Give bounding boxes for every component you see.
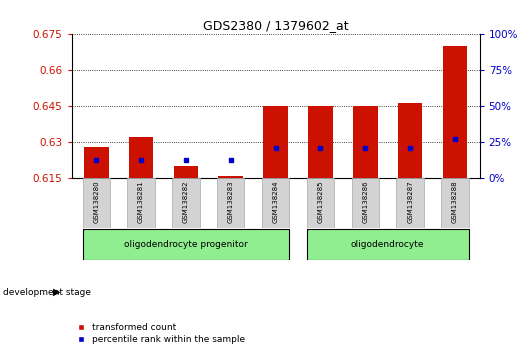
FancyBboxPatch shape <box>441 178 469 228</box>
FancyBboxPatch shape <box>172 178 200 228</box>
Text: GSM138281: GSM138281 <box>138 181 144 223</box>
Bar <box>84 147 109 178</box>
Text: GSM138287: GSM138287 <box>407 181 413 223</box>
Bar <box>443 46 467 178</box>
FancyBboxPatch shape <box>127 178 155 228</box>
Text: GSM138285: GSM138285 <box>317 181 323 223</box>
Bar <box>263 106 288 178</box>
FancyBboxPatch shape <box>307 229 469 259</box>
Text: development stage: development stage <box>3 287 91 297</box>
Bar <box>398 103 422 178</box>
Text: GSM138282: GSM138282 <box>183 181 189 223</box>
FancyBboxPatch shape <box>217 178 244 228</box>
Bar <box>218 176 243 178</box>
Bar <box>129 137 153 178</box>
Title: GDS2380 / 1379602_at: GDS2380 / 1379602_at <box>203 19 348 33</box>
FancyBboxPatch shape <box>83 229 289 259</box>
Text: GSM138286: GSM138286 <box>363 181 368 223</box>
Bar <box>353 106 377 178</box>
Text: oligodendrocyte progenitor: oligodendrocyte progenitor <box>124 240 248 249</box>
FancyBboxPatch shape <box>83 178 110 228</box>
Bar <box>173 166 198 178</box>
Legend: transformed count, percentile rank within the sample: transformed count, percentile rank withi… <box>76 322 247 346</box>
FancyBboxPatch shape <box>307 178 334 228</box>
Text: oligodendrocyte: oligodendrocyte <box>351 240 425 249</box>
Bar <box>308 106 333 178</box>
Text: GSM138283: GSM138283 <box>228 181 234 223</box>
Text: ▶: ▶ <box>53 287 60 297</box>
Text: GSM138284: GSM138284 <box>272 181 279 223</box>
Text: GSM138280: GSM138280 <box>93 181 99 223</box>
Text: GSM138288: GSM138288 <box>452 181 458 223</box>
FancyBboxPatch shape <box>351 178 379 228</box>
FancyBboxPatch shape <box>262 178 289 228</box>
FancyBboxPatch shape <box>396 178 424 228</box>
